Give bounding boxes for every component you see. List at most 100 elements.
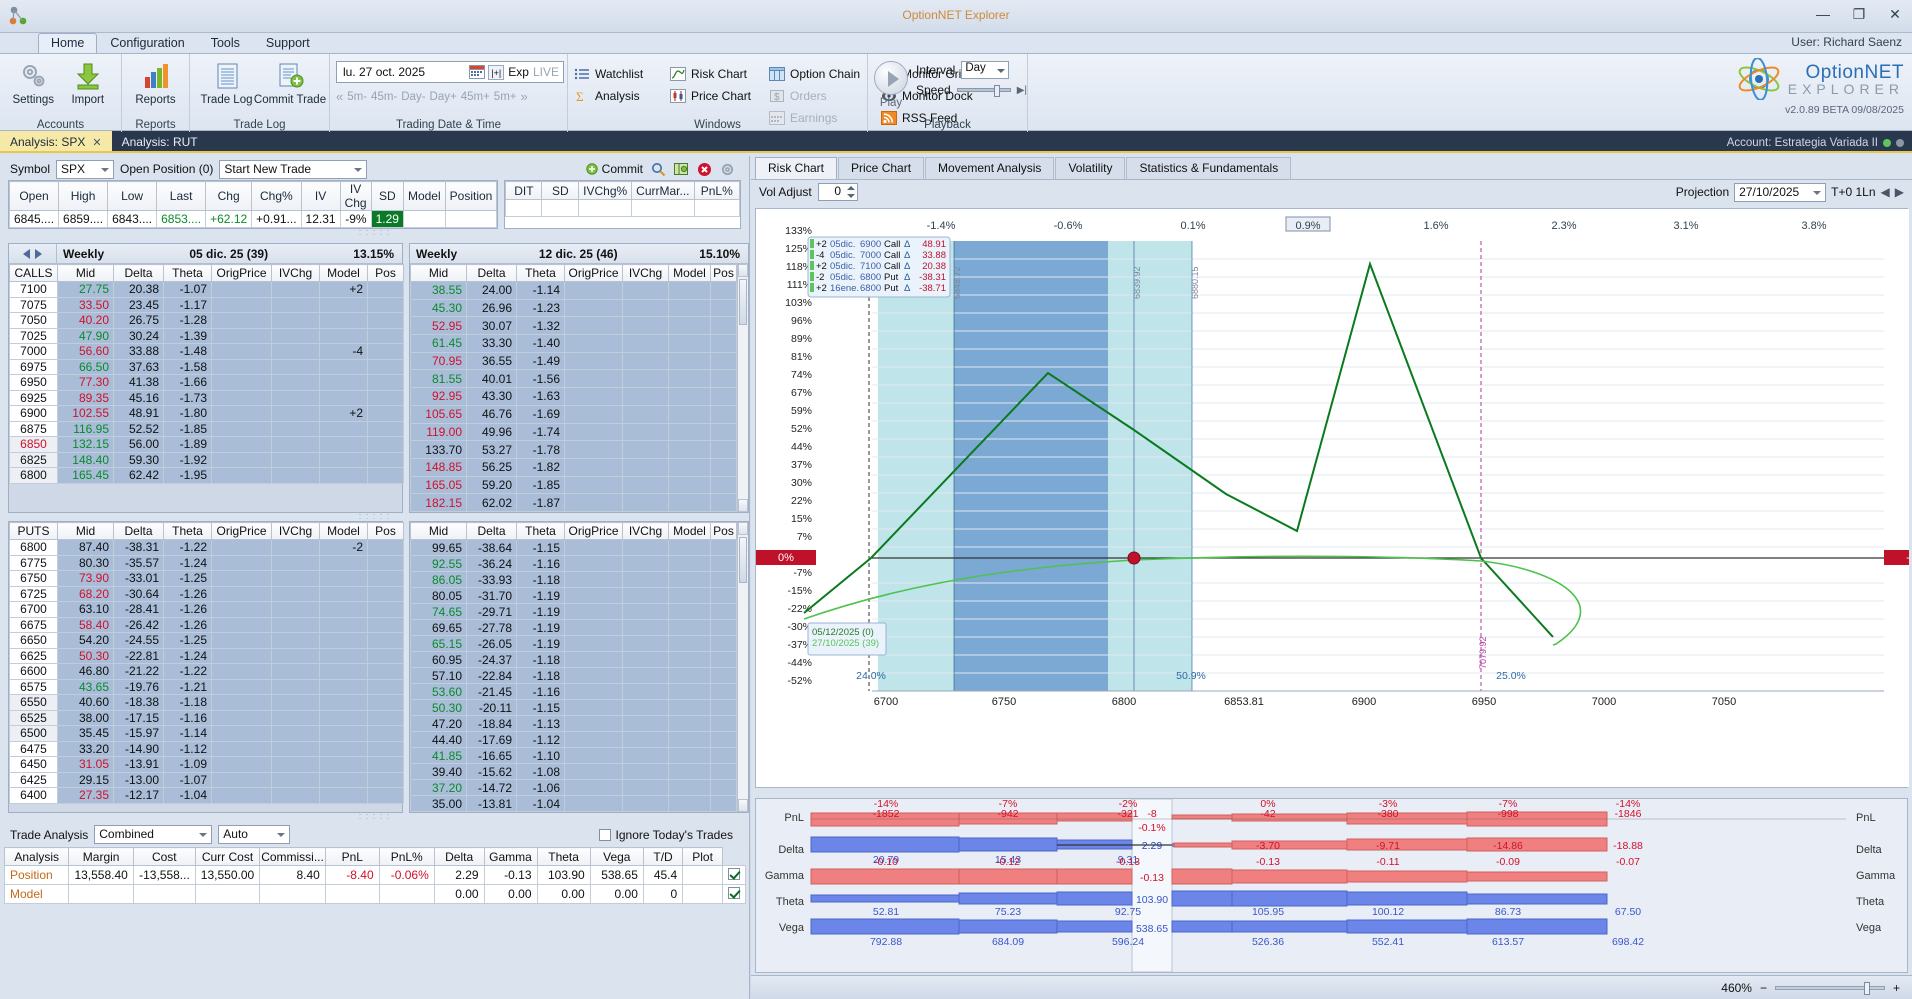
origprice-cell[interactable]	[211, 539, 272, 556]
theta-cell[interactable]: -1.18	[516, 667, 565, 684]
mid-cell[interactable]: 61.45	[410, 334, 467, 353]
strike-cell[interactable]: 6975	[9, 358, 58, 375]
pos-cell[interactable]	[367, 756, 404, 773]
table-row[interactable]: 92.55 -36.24 -1.16	[410, 555, 737, 572]
theta-cell[interactable]: -1.13	[516, 715, 565, 732]
theta-cell[interactable]: -1.14	[163, 725, 212, 742]
pos-cell[interactable]	[710, 683, 737, 700]
risk-chart[interactable]: -1.4% -0.6% 0.1% 0.9% 1.6% 2.3% 3.1% 3.8% 1…	[755, 208, 1909, 788]
model-cell[interactable]	[319, 647, 368, 664]
origprice-cell[interactable]	[564, 747, 623, 764]
tab-close-icon[interactable]: ✕	[92, 136, 102, 149]
model-cell[interactable]: -4	[319, 343, 368, 360]
pos-cell[interactable]	[367, 632, 404, 649]
strike-cell[interactable]: 6950	[9, 374, 58, 391]
theta-cell[interactable]: -1.69	[516, 404, 565, 424]
model-cell[interactable]	[668, 795, 711, 812]
table-row[interactable]: 50.30 -20.11 -1.15	[410, 699, 737, 716]
commit-trade-button[interactable]: Commit Trade	[254, 57, 326, 106]
ivchg-cell[interactable]	[271, 327, 320, 344]
model-cell[interactable]	[668, 603, 711, 620]
origprice-cell[interactable]	[211, 281, 272, 298]
origprice-cell[interactable]	[564, 334, 623, 353]
theta-cell[interactable]: -1.74	[516, 422, 565, 442]
trading-date-field[interactable]: lu. 27 oct. 2025 |+| Exp LIVE	[336, 61, 564, 83]
origprice-cell[interactable]	[564, 779, 623, 796]
ivchg-cell[interactable]	[622, 715, 669, 732]
pos-cell[interactable]	[367, 420, 404, 437]
pos-cell[interactable]	[710, 667, 737, 684]
table-row[interactable]: Model 0.00 0.00 0.00 0.00 0	[3, 884, 746, 904]
ivchg-cell[interactable]	[622, 457, 669, 477]
table-row[interactable]: 6875 116.95 52.52 -1.85	[9, 420, 404, 437]
theta-cell[interactable]: -1.92	[163, 451, 212, 468]
ivchg-cell[interactable]	[271, 678, 320, 695]
origprice-cell[interactable]	[564, 763, 623, 780]
spin-up-icon[interactable]	[846, 186, 855, 190]
table-row[interactable]: 6400 27.35 -12.17 -1.04	[9, 787, 404, 804]
origprice-cell[interactable]	[564, 619, 623, 636]
origprice-cell[interactable]	[211, 740, 272, 757]
puts-scrollbar[interactable]	[737, 522, 748, 812]
table-row[interactable]: 7100 27.75 20.38 -1.07 +2	[9, 281, 404, 298]
theta-cell[interactable]: -1.58	[163, 358, 212, 375]
model-cell[interactable]	[319, 389, 368, 406]
strike-cell[interactable]: 7000	[9, 343, 58, 360]
origprice-cell[interactable]	[211, 436, 272, 453]
mid-cell[interactable]: 70.95	[410, 351, 467, 371]
ivchg-cell[interactable]	[271, 694, 320, 711]
puts-scroll-up-icon[interactable]	[738, 522, 748, 535]
pos-cell[interactable]	[367, 601, 404, 618]
mid-cell[interactable]: 92.95	[410, 387, 467, 406]
table-row[interactable]: 92.95 43.30 -1.63	[410, 387, 737, 406]
theta-cell[interactable]: -1.78	[516, 440, 565, 459]
plot-checkbox[interactable]	[728, 886, 740, 899]
mid-cell[interactable]: 86.05	[410, 571, 467, 588]
menu-tab-home[interactable]: Home	[38, 33, 98, 53]
theta-cell[interactable]: -1.16	[516, 555, 565, 572]
strike-cell[interactable]: 6400	[9, 787, 58, 804]
delta-cell[interactable]: -35.57	[113, 554, 164, 571]
pos-cell[interactable]	[710, 699, 737, 716]
origprice-cell[interactable]	[564, 387, 623, 406]
table-row[interactable]: 6850 132.15 56.00 -1.89	[9, 436, 404, 453]
strike-cell[interactable]: 7075	[9, 296, 58, 313]
plot-checkbox[interactable]	[728, 867, 740, 880]
theta-cell[interactable]: -1.06	[516, 779, 565, 796]
mid-cell[interactable]: 50.30	[57, 647, 114, 664]
origprice-cell[interactable]	[211, 467, 272, 484]
mid-cell[interactable]: 132.15	[57, 436, 114, 453]
ivchg-cell[interactable]	[271, 647, 320, 664]
delta-cell[interactable]: -21.22	[113, 663, 164, 680]
pos-cell[interactable]	[367, 436, 404, 453]
theta-cell[interactable]: -1.89	[163, 436, 212, 453]
pos-cell[interactable]	[367, 281, 404, 298]
origprice-cell[interactable]	[564, 587, 623, 604]
delta-cell[interactable]: 59.30	[113, 451, 164, 468]
ivchg-cell[interactable]	[622, 763, 669, 780]
pos-cell[interactable]	[710, 571, 737, 588]
pos-cell[interactable]	[367, 616, 404, 633]
origprice-cell[interactable]	[564, 731, 623, 748]
table-row[interactable]: 6725 68.20 -30.64 -1.26	[9, 585, 404, 602]
rewind-icon[interactable]: «	[336, 89, 344, 104]
origprice-cell[interactable]	[564, 635, 623, 652]
theta-cell[interactable]: -1.32	[516, 316, 565, 336]
delta-cell[interactable]: -16.65	[466, 747, 517, 764]
ivchg-cell[interactable]	[622, 683, 669, 700]
plot-checkbox-cell[interactable]	[722, 865, 746, 885]
timeframe-5m-minus[interactable]: 5m-	[347, 90, 368, 103]
projection-date-select[interactable]: 27/10/2025	[1734, 182, 1827, 202]
strike-cell[interactable]: 6675	[9, 616, 58, 633]
pos-cell[interactable]	[710, 457, 737, 477]
model-cell[interactable]	[668, 404, 711, 424]
model-cell[interactable]	[668, 539, 711, 556]
ivchg-cell[interactable]	[271, 616, 320, 633]
origprice-cell[interactable]	[211, 570, 272, 587]
mid-cell[interactable]: 148.85	[410, 457, 467, 477]
pos-cell[interactable]	[710, 475, 737, 495]
theta-cell[interactable]: -1.19	[516, 635, 565, 652]
table-row[interactable]: 6600 46.80 -21.22 -1.22	[9, 663, 404, 680]
pos-cell[interactable]	[367, 771, 404, 788]
model-cell[interactable]	[668, 651, 711, 668]
